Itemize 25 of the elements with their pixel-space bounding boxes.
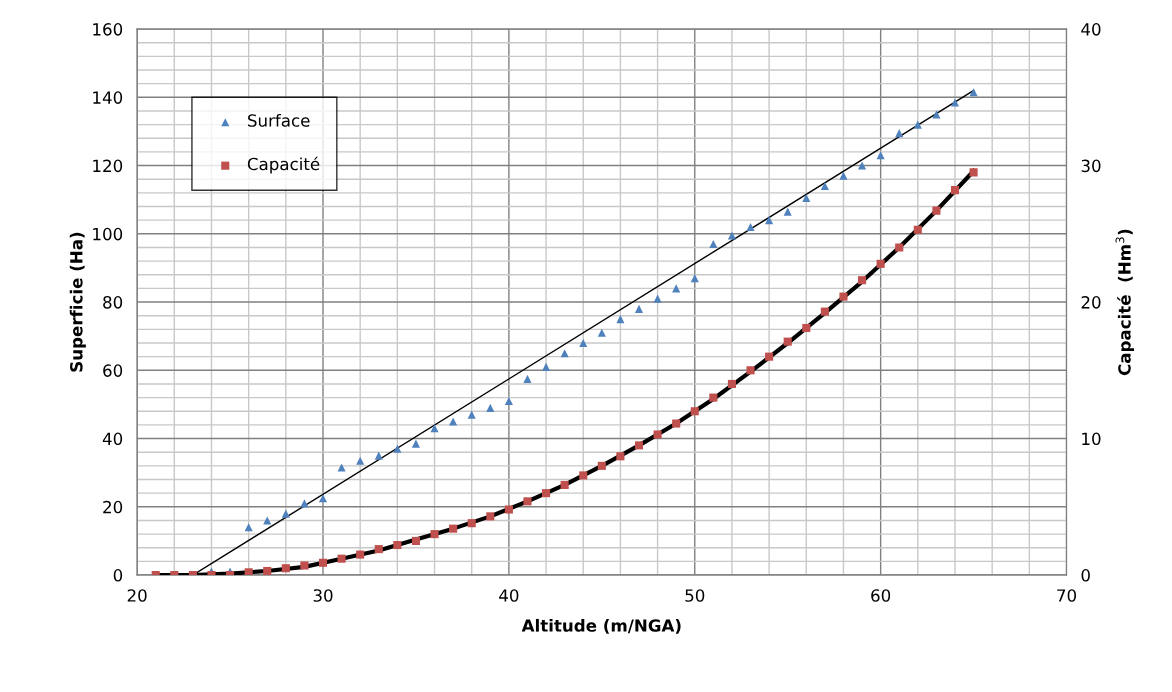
- y-tick-label: 140: [93, 91, 123, 104]
- y-tick-label: 20: [103, 500, 123, 514]
- x-tick-label: 70: [1057, 589, 1077, 602]
- x-tick-label: 50: [685, 589, 705, 602]
- y-axis-title: Superficie (Ha): [69, 232, 86, 372]
- y2-tick-label: 0: [1081, 569, 1090, 582]
- legend-label: Surface: [248, 113, 310, 127]
- y-tick-label: 40: [102, 432, 123, 446]
- y-tick-label: 0: [113, 569, 123, 582]
- y2-tick-label: 10: [1082, 432, 1101, 446]
- x-tick-label: 30: [313, 589, 333, 602]
- x-tick-label: 40: [499, 589, 519, 602]
- y-tick-label: 160: [93, 23, 123, 36]
- x-tick-label: 60: [871, 589, 891, 602]
- y2-tick-label: 30: [1081, 159, 1101, 173]
- x-tick-label: 20: [127, 589, 147, 602]
- y2-tick-label: 40: [1081, 23, 1101, 36]
- legend-label: Capacité: [247, 156, 320, 174]
- y-tick-label: 100: [93, 227, 123, 241]
- x-axis-title: Altitude (m/NGA): [521, 618, 681, 634]
- y-tick-label: 120: [93, 159, 123, 173]
- y2-tick-label: 20: [1081, 296, 1101, 309]
- y-tick-label: 80: [103, 296, 123, 309]
- y-tick-label: 60: [103, 364, 123, 377]
- y2-axis-title: Capacité (Hm$^{3}$): [1115, 229, 1135, 376]
